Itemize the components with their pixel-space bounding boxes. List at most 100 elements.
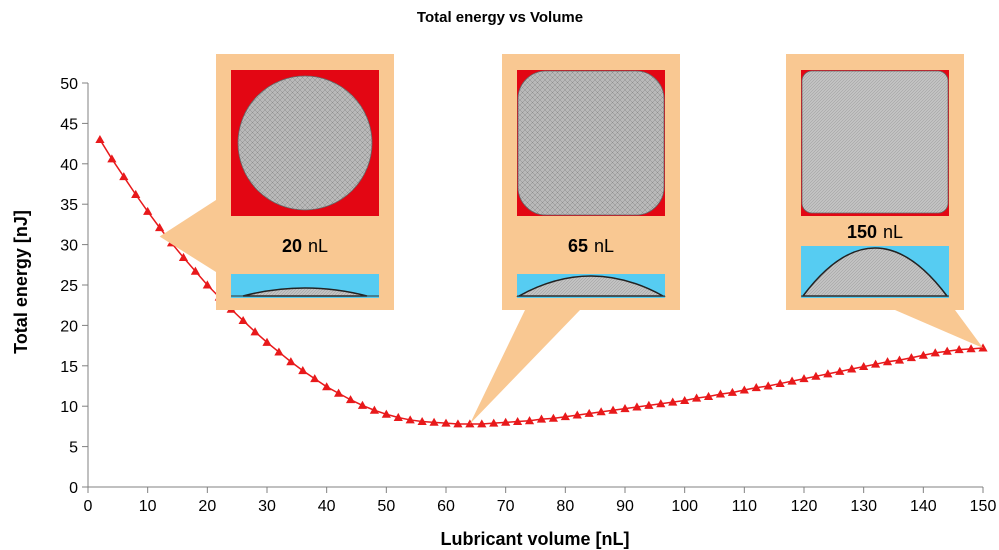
inset-volume-value: 150 xyxy=(847,222,877,242)
x-tick-label: 130 xyxy=(850,498,877,515)
data-point xyxy=(763,381,773,390)
data-point xyxy=(190,266,200,275)
y-tick-label: 45 xyxy=(60,116,78,133)
data-point xyxy=(489,418,499,427)
y-tick-label: 50 xyxy=(60,76,78,93)
data-point xyxy=(644,400,654,409)
y-axis-label: Total energy [nJ] xyxy=(11,210,31,354)
callout-pointer xyxy=(895,310,983,349)
data-point xyxy=(95,134,105,144)
droplet-side-view xyxy=(516,275,666,297)
data-point xyxy=(119,172,129,181)
data-point xyxy=(680,395,690,404)
data-point xyxy=(823,369,833,378)
droplet-top-view xyxy=(801,70,949,214)
data-point xyxy=(501,417,511,426)
data-point xyxy=(930,348,940,357)
x-tick-label: 100 xyxy=(671,498,698,515)
data-point xyxy=(811,371,821,380)
data-point xyxy=(692,393,702,402)
data-point xyxy=(715,389,726,398)
x-tick-label: 60 xyxy=(437,498,455,515)
insets: 20 nL 65 nL 150 nL xyxy=(159,54,983,424)
data-point xyxy=(369,405,379,414)
data-point xyxy=(238,315,248,325)
x-tick-label: 50 xyxy=(377,498,395,515)
data-point xyxy=(739,385,749,394)
data-point xyxy=(620,404,630,413)
data-point xyxy=(847,364,857,373)
x-tick-label: 30 xyxy=(258,498,276,515)
data-point xyxy=(381,409,391,418)
x-tick-label: 20 xyxy=(198,498,216,515)
x-tick-label: 110 xyxy=(732,498,758,515)
inset-20: 20 nL xyxy=(159,54,394,310)
inset-label: 65 nL xyxy=(568,236,614,256)
x-tick-label: 90 xyxy=(616,498,634,515)
data-point xyxy=(143,206,153,215)
data-point xyxy=(322,382,332,391)
y-tick-label: 40 xyxy=(60,157,78,174)
data-point xyxy=(536,414,547,423)
data-point xyxy=(632,402,642,411)
x-tick-label: 150 xyxy=(970,498,997,515)
x-tick-label: 70 xyxy=(497,498,515,515)
data-point xyxy=(727,387,737,396)
inset-volume-unit: nL xyxy=(308,236,328,256)
data-point xyxy=(310,374,320,383)
data-point xyxy=(334,388,344,397)
x-tick-label: 80 xyxy=(556,498,574,515)
data-point xyxy=(978,343,988,352)
data-point xyxy=(751,383,761,392)
data-point xyxy=(882,357,893,366)
inset-volume-unit: nL xyxy=(594,236,614,256)
data-point xyxy=(859,362,869,371)
data-point xyxy=(596,407,606,416)
droplet-top-view xyxy=(237,75,373,211)
data-point xyxy=(357,400,368,409)
data-point xyxy=(345,395,356,404)
inset-150: 150 nL xyxy=(786,54,983,349)
data-point xyxy=(548,413,558,422)
x-tick-label: 140 xyxy=(910,498,937,515)
data-point xyxy=(429,417,439,426)
data-point xyxy=(477,419,487,428)
data-point xyxy=(178,252,189,261)
data-point xyxy=(668,397,678,406)
data-point xyxy=(250,327,260,336)
callout-pointer xyxy=(159,200,216,272)
data-point xyxy=(608,405,618,414)
data-point xyxy=(906,353,916,362)
data-point xyxy=(584,408,594,417)
data-point xyxy=(274,347,284,356)
x-tick-labels: 0 10 20 30 40 50 60 70 80 90 100 110 120 130 140 150 xyxy=(84,487,997,515)
data-point xyxy=(513,416,523,426)
data-point xyxy=(465,419,475,428)
inset-volume-value: 20 xyxy=(282,236,302,256)
x-tick-label: 0 xyxy=(84,498,93,515)
y-tick-label: 25 xyxy=(60,278,78,295)
data-point xyxy=(453,419,463,428)
data-point xyxy=(894,355,905,364)
y-tick-label: 0 xyxy=(69,480,78,497)
y-tick-label: 15 xyxy=(60,359,78,376)
data-point xyxy=(942,346,952,355)
data-point xyxy=(572,410,582,419)
x-tick-label: 40 xyxy=(318,498,336,515)
y-tick-label: 20 xyxy=(60,318,78,335)
data-point xyxy=(918,350,928,359)
y-tick-label: 30 xyxy=(60,238,78,255)
data-point xyxy=(202,280,212,289)
chart-title: Total energy vs Volume xyxy=(417,9,583,26)
inset-volume-unit: nL xyxy=(883,222,903,242)
inset-65: 65 nL xyxy=(469,54,680,424)
data-point xyxy=(954,345,964,354)
data-point xyxy=(298,366,308,375)
x-tick-label: 120 xyxy=(791,498,818,515)
data-point xyxy=(775,378,785,388)
y-tick-labels: 0 5 10 15 20 25 30 35 40 45 50 xyxy=(60,76,88,497)
inset-label: 20 nL xyxy=(282,236,328,256)
x-tick-label: 10 xyxy=(139,498,157,515)
data-point xyxy=(787,376,797,385)
data-point xyxy=(835,366,845,375)
